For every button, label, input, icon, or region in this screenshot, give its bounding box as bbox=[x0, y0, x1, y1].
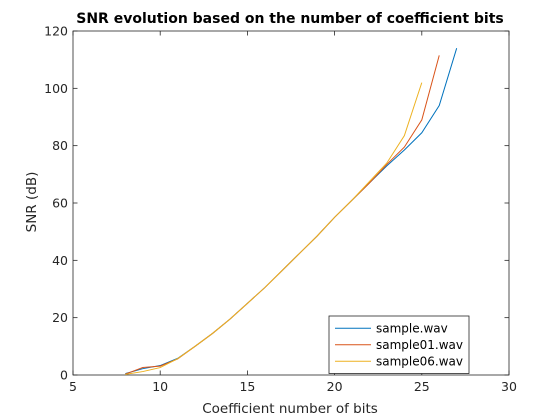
legend-label: sample06.wav bbox=[376, 354, 463, 368]
y-tick-label: 20 bbox=[52, 310, 68, 325]
x-tick-label: 20 bbox=[327, 379, 343, 394]
y-tick-label: 60 bbox=[52, 196, 68, 211]
x-tick-label: 15 bbox=[239, 379, 255, 394]
legend-label: sample01.wav bbox=[376, 338, 463, 352]
series-line-3 bbox=[125, 82, 423, 375]
x-tick-label: 5 bbox=[69, 379, 77, 394]
y-tick-label: 0 bbox=[60, 368, 68, 383]
chart-title: SNR evolution based on the number of coe… bbox=[76, 11, 504, 27]
y-tick-label: 100 bbox=[44, 81, 68, 96]
series-lines bbox=[125, 48, 458, 375]
x-tick-label: 30 bbox=[501, 379, 517, 394]
legend-label: sample.wav bbox=[376, 321, 448, 335]
y-axis-label: SNR (dB) bbox=[24, 172, 40, 233]
y-tick-label: 40 bbox=[52, 253, 68, 268]
legend: sample.wav sample01.wav sample06.wav bbox=[328, 315, 470, 374]
x-tick-label: 25 bbox=[414, 379, 430, 394]
x-tick-label: 10 bbox=[152, 379, 168, 394]
y-tick-label: 80 bbox=[52, 138, 68, 153]
x-axis: 5 10 15 20 25 30 bbox=[69, 31, 517, 394]
y-axis: 0 20 40 60 80 100 120 bbox=[44, 24, 509, 383]
x-axis-label: Coefficient number of bits bbox=[202, 401, 378, 417]
y-tick-label: 120 bbox=[44, 24, 68, 39]
